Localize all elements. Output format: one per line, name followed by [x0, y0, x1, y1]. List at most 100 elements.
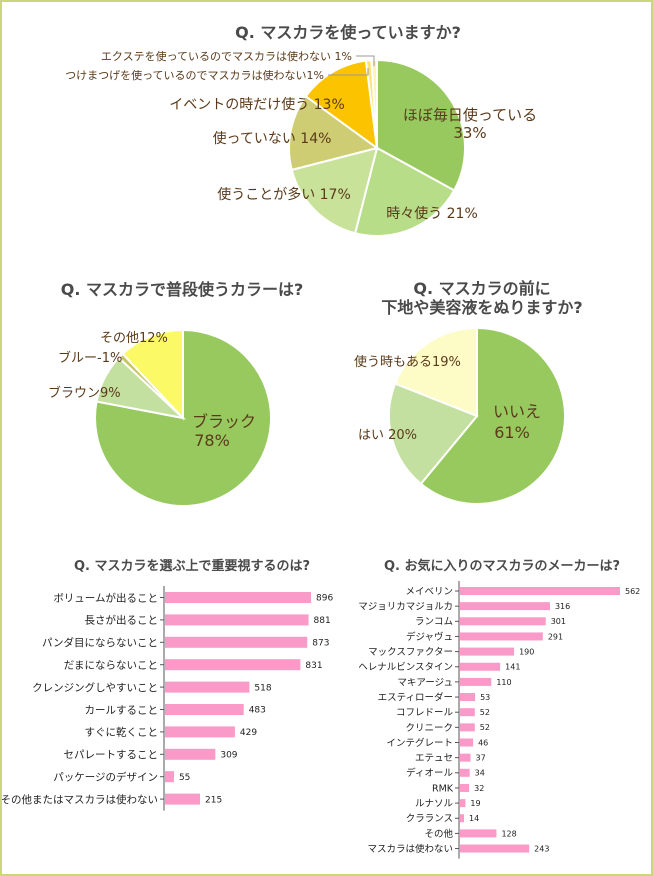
bar2-label-4: マックスファクター [368, 647, 453, 658]
bar1-bar-7 [165, 748, 216, 760]
bar1-bar-8 [165, 771, 174, 783]
chart4-title: Q. マスカラを選ぶ上で重要視するのは? [73, 559, 311, 574]
bar2-value-17: 243 [534, 844, 549, 853]
bar2-value-10: 46 [478, 738, 488, 747]
pie1-slice-0 [376, 58, 466, 192]
pie1-label-0-pct: 33% [453, 124, 486, 142]
bar2-label-10: インテグレート [386, 737, 453, 749]
bar2-value-0: 562 [625, 587, 640, 596]
bar2-bar-0 [460, 587, 620, 595]
pie2-label-2: ブルー-1% [58, 350, 122, 366]
pie1-label-4: イベントの時だけ使う 13% [169, 96, 345, 113]
bar2-label-3: デジャヴュ [406, 631, 453, 643]
bar2-bar-6 [460, 677, 492, 686]
bar2-value-11: 37 [476, 754, 486, 763]
chart3-title-line1: Q. マスカラの前に [413, 279, 551, 298]
pie1-label-1: 時々使う 21% [386, 205, 478, 222]
bar1-label-1: 長さが出ること [85, 614, 159, 627]
bar2-value-9: 52 [480, 723, 490, 732]
bar2-label-7: エスティローダー [378, 691, 453, 703]
bar2-label-17: マスカラは使わない [367, 843, 453, 855]
bar1-bar-4 [165, 681, 250, 693]
bar1-bar-3 [165, 659, 301, 671]
pie3-slice-2 [393, 326, 478, 418]
bar1-value-7: 309 [220, 751, 237, 761]
bar1-bar-0 [165, 592, 311, 603]
bar2-value-6: 110 [496, 678, 511, 687]
bar2-bar-12 [460, 768, 470, 777]
bar1-label-7: セパレートすること [64, 749, 159, 761]
bar2-label-1: マジョリカマジョルカ [358, 602, 453, 613]
pie3-label-0: いいえ [493, 402, 541, 421]
pie2-label-1: ブラウン9% [48, 385, 121, 401]
bar1-bar-1 [165, 614, 309, 626]
bar2-label-13: RMK [432, 783, 454, 794]
bar2-value-2: 301 [551, 617, 566, 626]
pie1-slice-1 [353, 146, 456, 237]
bar1-value-6: 429 [240, 728, 257, 738]
bar1-label-8: パッケージのデザイン [53, 770, 158, 783]
bar2-label-14: ルナソル [415, 799, 454, 810]
pie2-label-0-pct: 78% [194, 431, 230, 450]
bar2-label-8: コフレドール [396, 708, 454, 719]
chart3-title-line2: 下地や美容液をぬりますか? [381, 298, 583, 317]
bar2-bar-9 [460, 723, 475, 732]
bar2-label-12: ディオール [406, 767, 453, 779]
bar1-value-2: 873 [312, 639, 329, 649]
bar1-label-2: パンダ目にならないこと [42, 636, 158, 649]
pie2-label-3: その他12% [100, 331, 168, 346]
bar2-value-12: 34 [475, 769, 485, 778]
pie1-label-3: 使っていない 14% [213, 130, 332, 147]
bar2-value-16: 128 [501, 829, 516, 838]
bar2-value-13: 32 [474, 784, 484, 793]
bar2-value-5: 141 [505, 663, 520, 672]
bar2-bar-3 [460, 632, 543, 641]
bar2-value-14: 19 [470, 799, 480, 808]
bar2-bar-17 [460, 844, 530, 853]
pie1-label-5: つけまつげを使っているのでマスカラは使わない1% [65, 69, 324, 82]
pie3-label-0-pct: 61% [494, 423, 530, 442]
bar1-label-5: カールすること [85, 704, 159, 716]
bar2-label-11: エテュセ [415, 753, 453, 764]
bar2-bar-11 [460, 753, 471, 762]
pie1-leader-0 [356, 55, 375, 66]
bar1-value-0: 896 [316, 594, 333, 604]
bar1-value-4: 518 [254, 683, 271, 693]
bar2-label-9: クリニーク [405, 723, 453, 734]
bar2-value-3: 291 [548, 632, 563, 641]
pie1-slice-2 [290, 146, 379, 235]
chart5-title: Q. お気に入りのマスカラのメーカーは? [383, 559, 621, 574]
bar2-bar-13 [460, 783, 470, 792]
bar2-value-4: 190 [519, 647, 534, 656]
bar2-value-7: 53 [480, 693, 490, 702]
bar1-bar-5 [165, 704, 244, 715]
bar2-value-1: 316 [555, 602, 570, 611]
bar1-value-1: 881 [314, 616, 331, 626]
bar1-label-9: その他またはマスカラは使わない [2, 793, 158, 806]
pie1-label-6: エクステを使っているのでマスカラは使わない 1% [101, 50, 352, 63]
bar1-value-5: 483 [249, 706, 266, 716]
bar2-label-5: ヘレナルビンスタイン [358, 662, 453, 673]
bar2-label-6: マキアージュ [397, 677, 453, 688]
bar1-label-6: すぐに乾くこと [85, 726, 159, 739]
bar2-bar-5 [460, 662, 501, 671]
bar2-label-2: ランコム [415, 617, 453, 628]
bar1-value-9: 215 [205, 795, 222, 805]
pie3-label-1: はい 20% [358, 428, 417, 443]
bar2-label-0: メイベリン [405, 586, 453, 597]
bar2-bar-16 [460, 829, 497, 838]
bar1-bar-2 [165, 636, 308, 648]
bar2-bar-15 [460, 814, 464, 823]
bar2-bar-7 [460, 693, 476, 702]
pie1-slice-3 [288, 94, 380, 172]
pie1-label-2: 使うことが多い 17% [217, 186, 351, 203]
bar1-label-3: だまにならないこと [64, 659, 158, 671]
bar2-bar-4 [460, 647, 515, 656]
pie3-label-2: 使う時もある19% [354, 354, 461, 370]
bar1-value-3: 831 [305, 661, 322, 671]
bar2-label-16: その他 [424, 828, 453, 840]
bar2-bar-1 [460, 602, 550, 611]
bar1-value-8: 55 [179, 773, 190, 783]
